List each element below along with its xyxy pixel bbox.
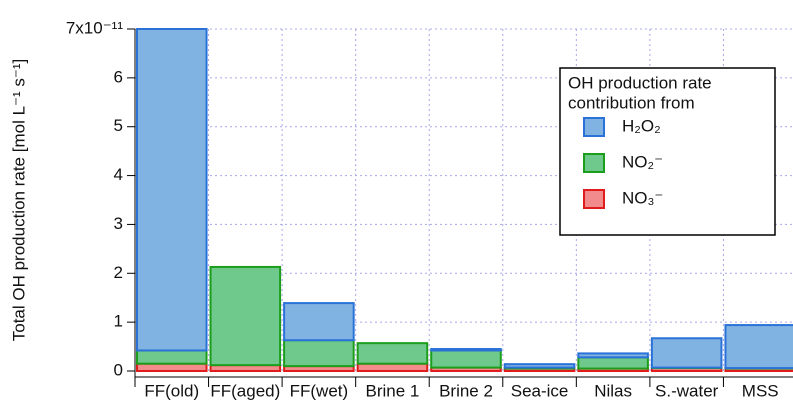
y-tick-label: 7x10⁻¹¹ [66, 18, 123, 37]
y-tick-label: 5 [114, 116, 123, 135]
bar-segment [430, 349, 502, 369]
bar-segment [356, 342, 429, 365]
y-tick-label: 6 [114, 67, 123, 86]
bar-segment [430, 348, 502, 352]
y-axis-label: Total OH production rate [mol L⁻¹ s⁻¹] [9, 59, 28, 342]
bar-segment [136, 28, 208, 352]
bar-segment [650, 337, 723, 369]
x-tick-label: FF(wet) [290, 381, 349, 400]
bar-segment [283, 302, 355, 342]
y-tick-label: 0 [114, 360, 123, 379]
x-tick-label: Sea-ice [511, 381, 569, 400]
legend-title: contribution from [568, 93, 695, 112]
bar-segment [724, 324, 793, 370]
bar-segment [136, 362, 208, 372]
legend-swatch [583, 153, 605, 173]
y-tick-label: 1 [114, 312, 123, 331]
y-tick-label: 4 [114, 165, 123, 184]
bar-segment [136, 349, 208, 365]
x-tick-label: Brine 1 [366, 381, 420, 400]
legend-title: OH production rate [568, 73, 712, 92]
x-tick-label: Nilas [594, 381, 632, 400]
bar-segment [283, 339, 355, 368]
x-tick-label: Brine 2 [439, 381, 493, 400]
bar-segment [503, 363, 576, 369]
y-tick-label: 3 [114, 214, 123, 233]
legend-swatch [583, 117, 605, 137]
x-tick-label: MSS [742, 381, 779, 400]
bar-segment [209, 265, 282, 367]
legend-label: H₂O₂ [622, 116, 661, 135]
y-tick-label: 2 [114, 263, 123, 282]
x-tick-label: S.-water [655, 381, 719, 400]
bar-segment [356, 362, 429, 372]
legend-swatch [583, 189, 605, 209]
legend-label: NO₃⁻ [622, 188, 663, 207]
x-tick-label: FF(aged) [210, 381, 280, 400]
legend-label: NO₂⁻ [622, 152, 663, 171]
x-tick-label: FF(old) [144, 381, 199, 400]
bar-segment [577, 356, 649, 370]
bar-segment [577, 352, 649, 359]
